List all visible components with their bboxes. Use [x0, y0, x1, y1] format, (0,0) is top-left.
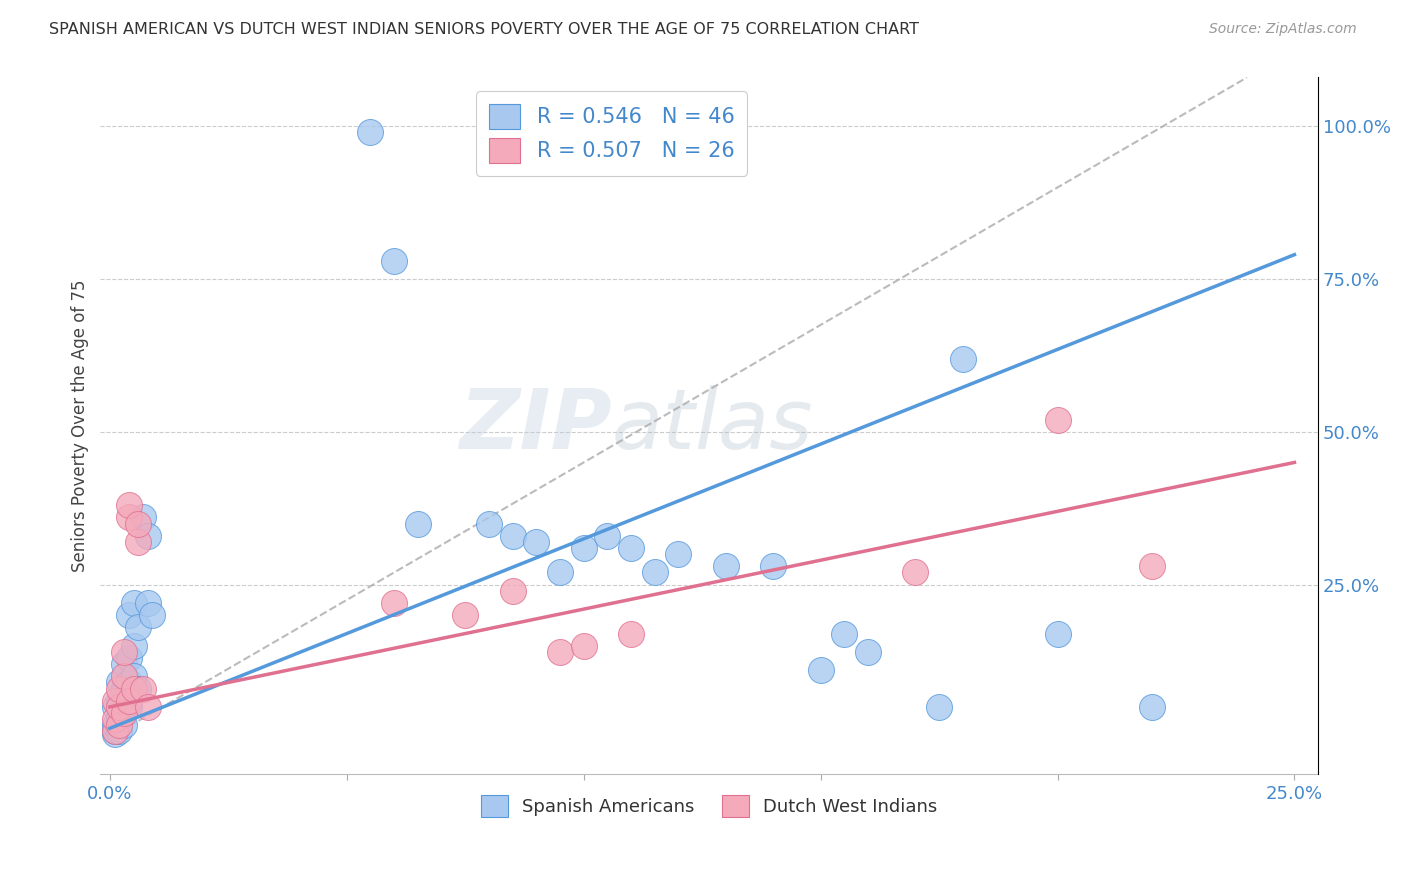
Point: [524, 535, 547, 549]
Point: [478, 516, 501, 531]
Point: [406, 516, 429, 531]
Point: [127, 516, 149, 531]
Point: [382, 596, 405, 610]
Point: [103, 699, 125, 714]
Point: [127, 535, 149, 549]
Text: ZIP: ZIP: [460, 385, 612, 467]
Point: [112, 681, 135, 696]
Point: [103, 694, 125, 708]
Point: [108, 718, 131, 732]
Point: [359, 125, 381, 139]
Point: [572, 639, 595, 653]
Point: [382, 253, 405, 268]
Point: [108, 694, 131, 708]
Point: [108, 724, 131, 739]
Point: [118, 675, 141, 690]
Point: [548, 645, 571, 659]
Point: [118, 498, 141, 512]
Point: [108, 681, 131, 696]
Point: [122, 681, 145, 696]
Point: [112, 657, 135, 672]
Legend: Spanish Americans, Dutch West Indians: Spanish Americans, Dutch West Indians: [474, 788, 945, 824]
Point: [141, 608, 163, 623]
Point: [832, 626, 855, 640]
Point: [572, 541, 595, 555]
Text: SPANISH AMERICAN VS DUTCH WEST INDIAN SENIORS POVERTY OVER THE AGE OF 75 CORRELA: SPANISH AMERICAN VS DUTCH WEST INDIAN SE…: [49, 22, 920, 37]
Point: [103, 724, 125, 739]
Point: [548, 566, 571, 580]
Point: [762, 559, 785, 574]
Point: [668, 547, 690, 561]
Y-axis label: Seniors Poverty Over the Age of 75: Seniors Poverty Over the Age of 75: [72, 279, 89, 572]
Point: [118, 651, 141, 665]
Point: [454, 608, 477, 623]
Point: [1046, 626, 1069, 640]
Point: [127, 681, 149, 696]
Point: [1142, 699, 1164, 714]
Point: [952, 351, 974, 366]
Point: [1142, 559, 1164, 574]
Point: [136, 699, 159, 714]
Point: [122, 596, 145, 610]
Point: [904, 566, 927, 580]
Point: [103, 727, 125, 741]
Text: atlas: atlas: [612, 385, 814, 467]
Point: [810, 663, 832, 677]
Point: [928, 699, 950, 714]
Point: [644, 566, 666, 580]
Point: [122, 669, 145, 683]
Point: [118, 510, 141, 524]
Point: [103, 724, 125, 739]
Point: [118, 608, 141, 623]
Point: [1046, 412, 1069, 426]
Point: [108, 675, 131, 690]
Point: [132, 510, 155, 524]
Point: [108, 712, 131, 726]
Point: [112, 645, 135, 659]
Point: [136, 596, 159, 610]
Point: [103, 718, 125, 732]
Point: [112, 699, 135, 714]
Point: [112, 718, 135, 732]
Point: [856, 645, 879, 659]
Point: [502, 583, 524, 598]
Point: [118, 694, 141, 708]
Point: [132, 681, 155, 696]
Point: [596, 529, 619, 543]
Point: [620, 541, 643, 555]
Point: [103, 712, 125, 726]
Point: [136, 529, 159, 543]
Point: [112, 669, 135, 683]
Point: [122, 639, 145, 653]
Point: [127, 620, 149, 634]
Point: [502, 529, 524, 543]
Text: Source: ZipAtlas.com: Source: ZipAtlas.com: [1209, 22, 1357, 37]
Point: [714, 559, 737, 574]
Point: [118, 699, 141, 714]
Point: [108, 699, 131, 714]
Point: [620, 626, 643, 640]
Point: [112, 706, 135, 720]
